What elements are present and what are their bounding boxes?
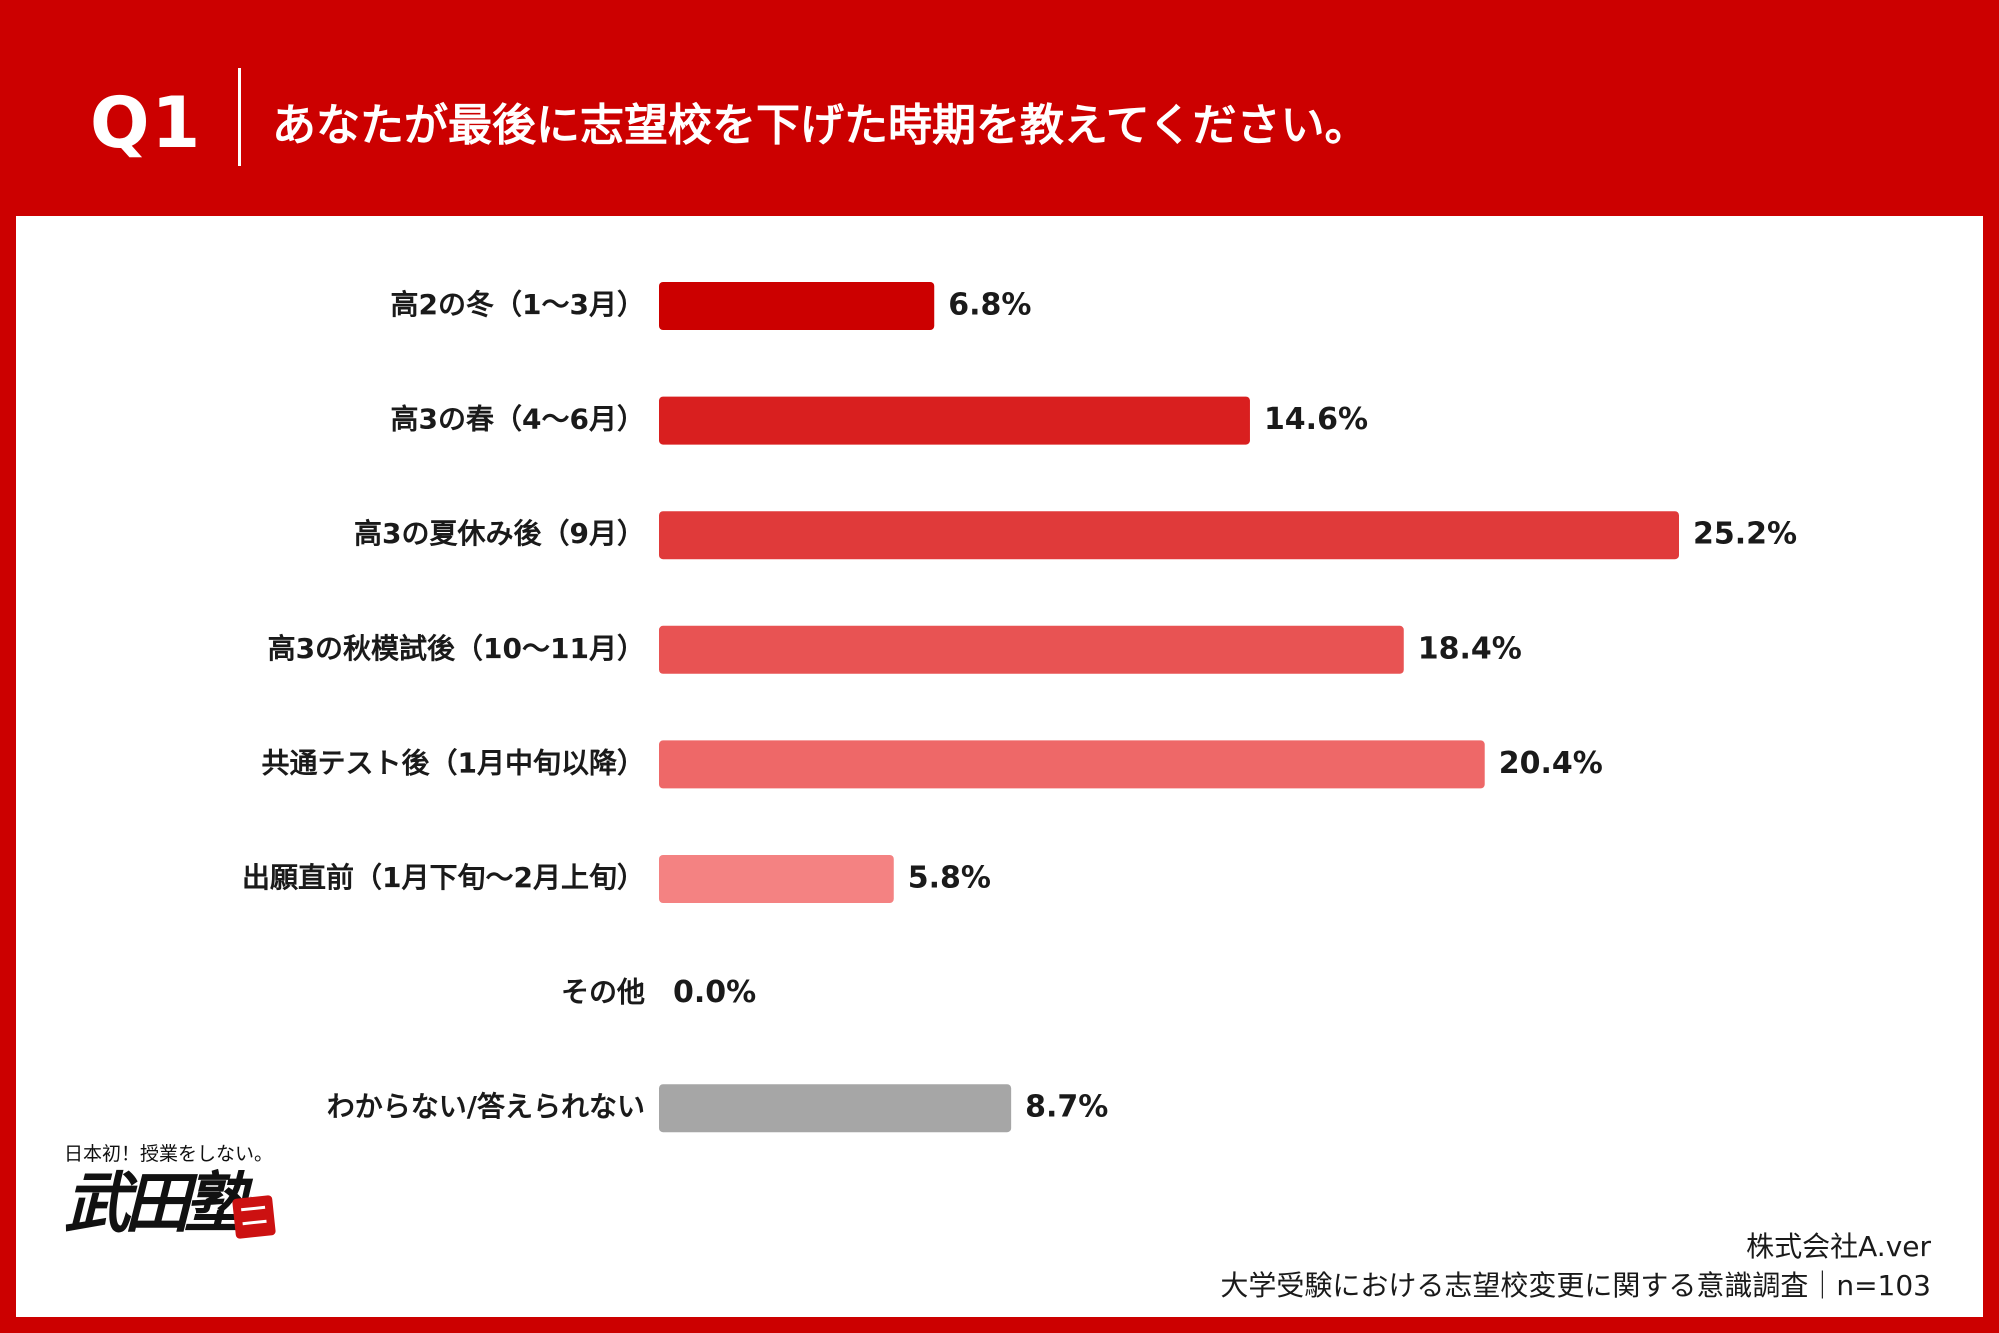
bar [659, 396, 1250, 445]
value-label: 18.4% [1418, 631, 1522, 666]
category-label: その他 [561, 976, 645, 1009]
bar [659, 855, 894, 903]
bar [659, 625, 1404, 674]
logo-tagline: 日本初！授業をしない。 [64, 1143, 274, 1165]
value-label: 6.8% [948, 288, 1031, 323]
brand-logo: 日本初！授業をしない。 武田塾 [64, 1139, 304, 1249]
category-label: 共通テスト後（1月中旬以降） [262, 746, 645, 779]
category-label: わからない/答えられない [327, 1090, 645, 1123]
question-number: Q1 [90, 82, 203, 164]
chart-panel: 高2の冬（1〜3月） 6.8% 高3の春（4〜6月） 14.6% 高3の夏休み後（9月）… [16, 216, 1983, 1317]
footer-company: 株式会社A.ver [1746, 1230, 1931, 1263]
bar [659, 511, 1679, 560]
category-label: 高3の夏休み後（9月） [354, 517, 645, 550]
seal-icon [232, 1195, 276, 1239]
value-label: 20.4% [1499, 746, 1603, 781]
logo-name: 武田塾 [64, 1164, 250, 1242]
value-label: 8.7% [1025, 1090, 1108, 1125]
bar [659, 740, 1485, 789]
category-label: 高2の冬（1〜3月） [391, 288, 645, 321]
value-label: 5.8% [908, 861, 991, 896]
value-label: 25.2% [1693, 517, 1797, 552]
value-label: 0.0% [673, 975, 756, 1010]
bar [659, 1084, 1012, 1133]
footer-survey: 大学受験における志望校変更に関する意識調査｜n=103 [1220, 1269, 1931, 1302]
value-label: 14.6% [1264, 402, 1368, 437]
header-banner: Q1 あなたが最後に志望校を下げた時期を教えてください。 [0, 0, 1999, 216]
question-text: あなたが最後に志望校を下げた時期を教えてください。 [272, 100, 1369, 151]
bar-chart: 高2の冬（1〜3月） 6.8% 高3の春（4〜6月） 14.6% 高3の夏休み後（9月）… [242, 282, 1797, 1133]
category-label: 高3の秋模試後（10〜11月） [268, 632, 645, 665]
bar [659, 282, 935, 330]
header-divider [238, 68, 241, 166]
category-label: 出願直前（1月下旬〜2月上旬） [242, 861, 645, 894]
category-label: 高3の春（4〜6月） [391, 403, 645, 436]
